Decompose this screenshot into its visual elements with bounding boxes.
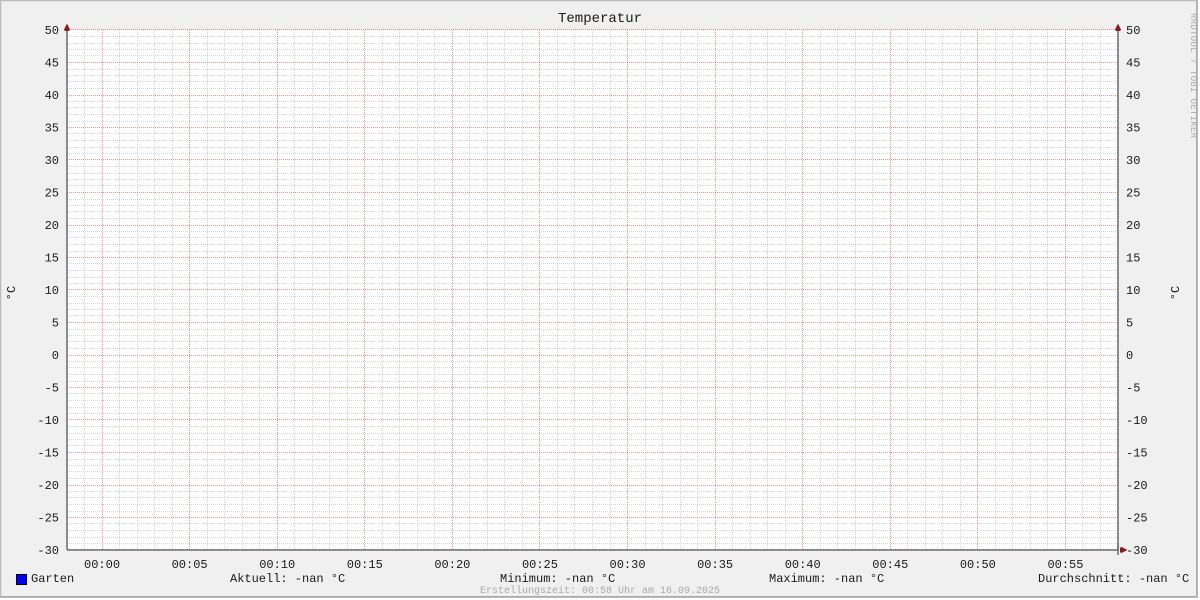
svg-text:-5: -5	[45, 382, 59, 396]
svg-text:°C: °C	[5, 286, 19, 300]
svg-text:RRDTOOL / TOBI OETIKER: RRDTOOL / TOBI OETIKER	[1188, 13, 1198, 139]
svg-text:25: 25	[45, 187, 59, 201]
svg-text:15: 15	[45, 252, 59, 266]
svg-text:-30: -30	[1126, 544, 1148, 558]
svg-text:40: 40	[45, 89, 59, 103]
svg-text:-20: -20	[37, 479, 59, 493]
svg-text:45: 45	[45, 57, 59, 71]
svg-text:-15: -15	[37, 447, 59, 461]
svg-text:00:20: 00:20	[434, 558, 470, 572]
svg-text:15: 15	[1126, 252, 1140, 266]
svg-text:00:50: 00:50	[960, 558, 996, 572]
svg-text:-20: -20	[1126, 479, 1148, 493]
svg-text:00:45: 00:45	[872, 558, 908, 572]
svg-text:45: 45	[1126, 57, 1140, 71]
svg-text:00:00: 00:00	[84, 558, 120, 572]
svg-text:0: 0	[1126, 349, 1133, 363]
svg-text:00:40: 00:40	[785, 558, 821, 572]
svg-text:-5: -5	[1126, 382, 1140, 396]
svg-text:40: 40	[1126, 89, 1140, 103]
svg-text:0: 0	[52, 349, 59, 363]
svg-text:35: 35	[45, 122, 59, 136]
svg-text:-30: -30	[37, 544, 59, 558]
svg-text:30: 30	[1126, 154, 1140, 168]
svg-text:-25: -25	[37, 512, 59, 526]
svg-text:5: 5	[1126, 317, 1133, 331]
svg-text:00:35: 00:35	[697, 558, 733, 572]
svg-text:-25: -25	[1126, 512, 1148, 526]
svg-text:5: 5	[52, 317, 59, 331]
svg-text:10: 10	[45, 284, 59, 298]
svg-text:-10: -10	[37, 414, 59, 428]
svg-text:00:55: 00:55	[1047, 558, 1083, 572]
svg-text:25: 25	[1126, 187, 1140, 201]
svg-text:00:15: 00:15	[347, 558, 383, 572]
svg-text:35: 35	[1126, 122, 1140, 136]
svg-text:50: 50	[1126, 24, 1140, 38]
svg-text:50: 50	[45, 24, 59, 38]
svg-text:30: 30	[45, 154, 59, 168]
svg-text:-15: -15	[1126, 447, 1148, 461]
svg-text:00:30: 00:30	[610, 558, 646, 572]
svg-text:20: 20	[1126, 219, 1140, 233]
svg-text:°C: °C	[1169, 286, 1183, 300]
svg-text:20: 20	[45, 219, 59, 233]
svg-text:00:05: 00:05	[172, 558, 208, 572]
svg-text:10: 10	[1126, 284, 1140, 298]
svg-text:00:10: 00:10	[259, 558, 295, 572]
svg-text:-10: -10	[1126, 414, 1148, 428]
svg-text:00:25: 00:25	[522, 558, 558, 572]
